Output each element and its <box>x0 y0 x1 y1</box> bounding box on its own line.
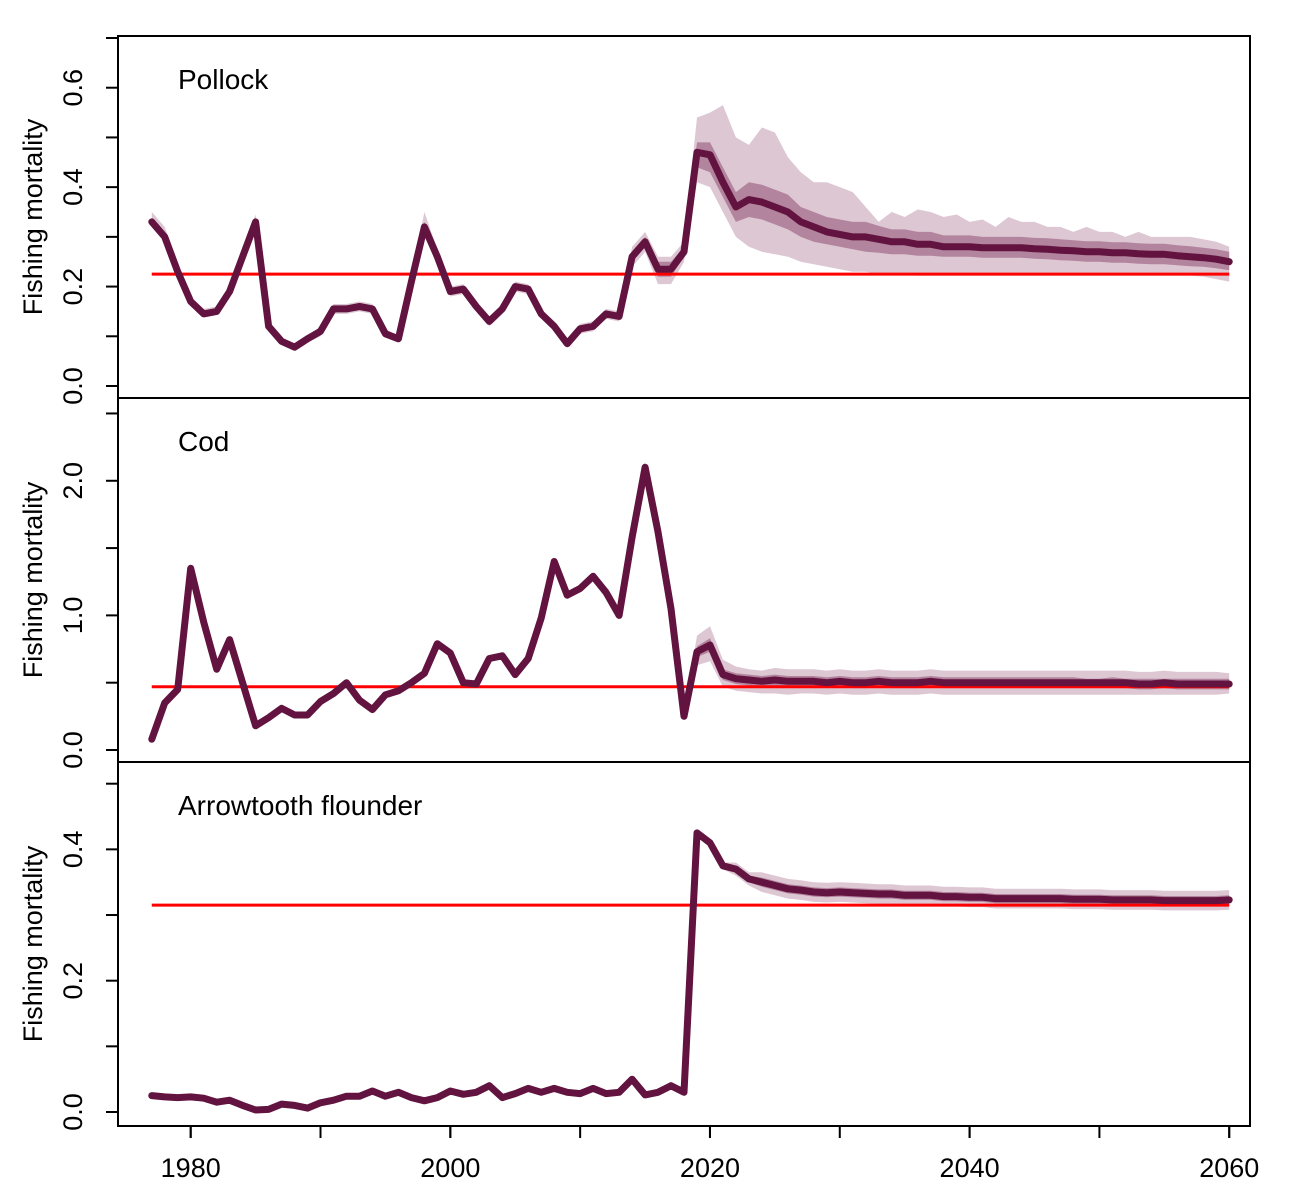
y-tick-label: 1.0 <box>58 597 88 635</box>
uncertainty-band-inner <box>151 831 1230 1111</box>
uncertainty-band-outer <box>151 105 1230 351</box>
panel-title: Arrowtooth flounder <box>178 790 422 821</box>
uncertainty-band-inner <box>151 142 1230 349</box>
y-axis-title: Fishing mortality <box>18 845 48 1042</box>
y-axis-title: Fishing mortality <box>18 118 48 315</box>
panel-title: Pollock <box>178 64 269 95</box>
panel-1: 0.0 0.2 0.4 0.6 Fishing mortality Pollock <box>18 35 1251 405</box>
y-tick-label: 0.2 <box>58 268 88 306</box>
y-tick-label: 0.0 <box>58 731 88 769</box>
y-tick-label: 0.4 <box>58 831 88 869</box>
panel-2: 0.0 1.0 2.0 Fishing mortality Cod <box>18 397 1251 769</box>
series-line <box>148 463 1233 743</box>
uncertainty-band-outer <box>151 461 1230 741</box>
x-tick-label: 2040 <box>940 1153 1000 1183</box>
y-tick-label: 0.0 <box>58 367 88 405</box>
y-tick-label: 0.6 <box>58 69 88 107</box>
y-tick-label: 0.4 <box>58 168 88 206</box>
x-tick-label: 2000 <box>420 1153 480 1183</box>
panel-3: 0.0 0.2 0.4 Fishing mortality Arrowtooth flo… <box>18 761 1251 1131</box>
series-line <box>148 148 1233 351</box>
y-tick-label: 0.0 <box>58 1093 88 1131</box>
y-tick-label: 0.2 <box>58 962 88 1000</box>
x-tick-label: 2060 <box>1199 1153 1259 1183</box>
y-tick-label: 2.0 <box>58 462 88 500</box>
panel-frame <box>117 761 1251 1127</box>
x-axis: 1980 2000 2020 2040 2060 <box>161 1126 1259 1183</box>
series-line <box>148 829 1233 1114</box>
y-axis-title: Fishing mortality <box>18 481 48 678</box>
x-tick-label: 1980 <box>161 1153 221 1183</box>
panel-title: Cod <box>178 426 229 457</box>
x-tick-label: 2020 <box>680 1153 740 1183</box>
